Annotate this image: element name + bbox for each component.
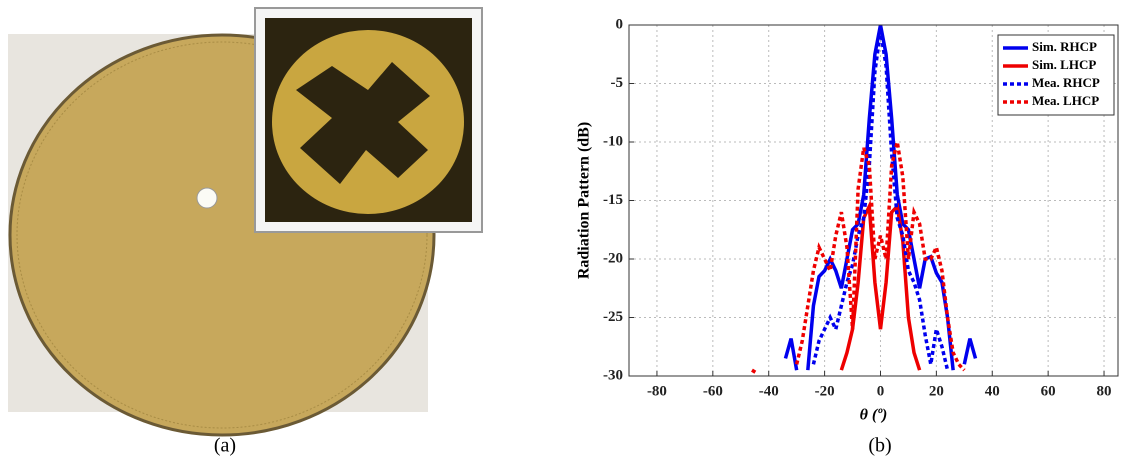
y-tick-label: -10 [603, 133, 623, 149]
legend-label: Mea. RHCP [1032, 75, 1100, 90]
x-tick-label: -80 [647, 383, 667, 399]
legend-label: Mea. LHCP [1032, 93, 1099, 108]
x-tick-label: -60 [703, 383, 723, 399]
y-tick-label: -20 [603, 250, 623, 266]
legend-label: Sim. LHCP [1032, 57, 1096, 72]
x-tick-label: 20 [929, 383, 944, 399]
y-axis-label: Radiation Pattern (dB) [576, 122, 593, 279]
x-tick-label: 40 [985, 383, 1000, 399]
caption: (a) [214, 435, 236, 457]
y-tick-label: -5 [611, 75, 624, 91]
x-tick-label: 0 [877, 383, 885, 399]
caption: (b) [868, 435, 891, 457]
x-tick-label: -20 [815, 383, 835, 399]
chart: -80 -60 -40 -20 0 20 40 60 80 0 -5 -10 -15 -20 -25 -30 θ… [576, 16, 1118, 423]
y-tick-label: -15 [603, 192, 623, 208]
x-axis-label: θ (º) [860, 407, 888, 424]
figure: (a) (b) -80 -60 -40 -20 0 20 40 60 80 0 -5 -10 -15 -2… [0, 0, 1125, 462]
photo [8, 8, 482, 435]
legend-label: Sim. RHCP [1032, 39, 1097, 54]
x-tick-label: 60 [1041, 383, 1056, 399]
x-tick-label: -40 [759, 383, 779, 399]
y-tick-label: 0 [616, 16, 624, 32]
feed-mount [197, 188, 217, 208]
x-tick-label: 80 [1097, 383, 1112, 399]
y-tick-label: -30 [603, 367, 623, 383]
y-tick-label: -25 [603, 309, 623, 325]
